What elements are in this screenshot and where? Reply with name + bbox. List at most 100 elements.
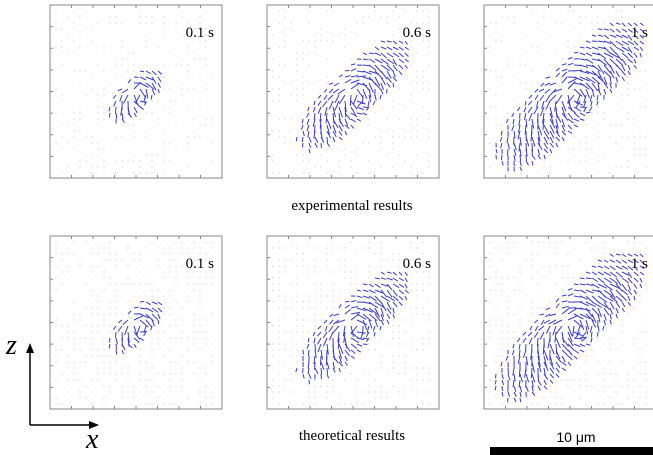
- vector-dot: [164, 23, 165, 24]
- vector-dot: [134, 260, 135, 261]
- vector-dot: [616, 350, 617, 351]
- vector-dot: [176, 65, 177, 66]
- vector-dot: [381, 131, 382, 132]
- vector-dot: [74, 242, 75, 243]
- vector-dot: [279, 386, 280, 387]
- vector-dot: [640, 71, 641, 72]
- vector-dot: [622, 386, 623, 387]
- vector-dot: [152, 113, 153, 114]
- vector-dot: [62, 350, 63, 351]
- vector-dot: [291, 131, 292, 132]
- vector-dot: [273, 89, 274, 90]
- vector-dot: [315, 167, 316, 168]
- vector-dot: [62, 173, 63, 174]
- vector-dot: [502, 278, 503, 279]
- vector-dot: [140, 17, 141, 18]
- vector-dot: [616, 380, 617, 381]
- vector-dot: [62, 260, 63, 261]
- vector-dot: [574, 137, 575, 138]
- vector-dot: [315, 53, 316, 54]
- vector-dot: [188, 248, 189, 249]
- vector-dot: [490, 254, 491, 255]
- vector-dot: [56, 242, 57, 243]
- vector-dot: [616, 374, 617, 375]
- vector-dot: [62, 47, 63, 48]
- vector-dot: [68, 167, 69, 168]
- vector-dot: [586, 242, 587, 243]
- vector-dot: [369, 242, 370, 243]
- vector-dot: [357, 404, 358, 405]
- vector-dot: [490, 380, 491, 381]
- vector-dot: [164, 65, 165, 66]
- vector-dot: [80, 362, 81, 363]
- vector-dot: [363, 143, 364, 144]
- vector-dot: [297, 59, 298, 60]
- vector-dot: [520, 65, 521, 66]
- vector-dot: [170, 314, 171, 315]
- vector-dot: [188, 107, 189, 108]
- vector-dot: [550, 392, 551, 393]
- vector-dot: [369, 392, 370, 393]
- vector-dot: [532, 83, 533, 84]
- vector-dot: [86, 326, 87, 327]
- vector-dot: [182, 83, 183, 84]
- vector-dot: [423, 89, 424, 90]
- vector-dot: [598, 404, 599, 405]
- vector-dot: [640, 362, 641, 363]
- vector-dot: [146, 404, 147, 405]
- vector-dot: [610, 374, 611, 375]
- vector-dot: [393, 362, 394, 363]
- vector-dot: [206, 392, 207, 393]
- vector-dot: [104, 53, 105, 54]
- vector-dot: [104, 119, 105, 120]
- vector-dot: [98, 332, 99, 333]
- vector-dot: [176, 284, 177, 285]
- vector-dot: [212, 356, 213, 357]
- vector-dot: [140, 11, 141, 12]
- vector-dot: [200, 284, 201, 285]
- vector-dot: [200, 404, 201, 405]
- vector-dot: [128, 266, 129, 267]
- vector-dot: [122, 392, 123, 393]
- vector-dot: [628, 119, 629, 120]
- vector-dot: [544, 161, 545, 162]
- vector-dot: [140, 380, 141, 381]
- vector-dot: [526, 89, 527, 90]
- vector-dot: [92, 143, 93, 144]
- vector-dot: [544, 167, 545, 168]
- vector-dot: [369, 374, 370, 375]
- vector-dot: [279, 119, 280, 120]
- vector-dot: [496, 284, 497, 285]
- vector-dot: [279, 242, 280, 243]
- vector-dot: [62, 338, 63, 339]
- vector-dot: [285, 41, 286, 42]
- vector-dot: [580, 143, 581, 144]
- vector-dot: [164, 107, 165, 108]
- vector-dot: [279, 260, 280, 261]
- vector-dot: [399, 374, 400, 375]
- vector-dot: [393, 368, 394, 369]
- vector-dot: [110, 386, 111, 387]
- vector-dot: [297, 254, 298, 255]
- vector-dot: [562, 278, 563, 279]
- vector-dot: [134, 125, 135, 126]
- vector-dot: [200, 290, 201, 291]
- vector-dot: [74, 344, 75, 345]
- vector-dot: [200, 77, 201, 78]
- vector-dot: [429, 332, 430, 333]
- vector-dot: [321, 290, 322, 291]
- vector-dot: [194, 131, 195, 132]
- vector-dot: [508, 17, 509, 18]
- vector-dot: [405, 161, 406, 162]
- vector-dot: [411, 83, 412, 84]
- vector-panel: 0.6 s: [267, 236, 439, 409]
- vector-dot: [490, 107, 491, 108]
- vector-dot: [429, 320, 430, 321]
- vector-arrow: [314, 113, 315, 120]
- vector-dot: [122, 398, 123, 399]
- vector-dot: [140, 362, 141, 363]
- vector-dot: [514, 242, 515, 243]
- vector-dot: [188, 77, 189, 78]
- vector-dot: [164, 17, 165, 18]
- vector-dot: [321, 284, 322, 285]
